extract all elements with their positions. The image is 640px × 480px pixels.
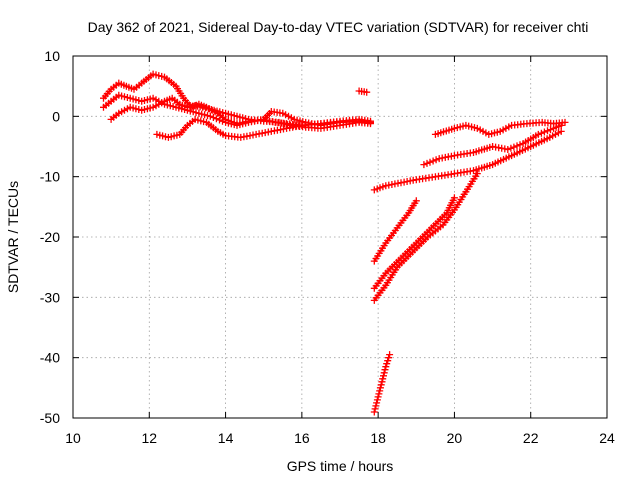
data-point-marker: [386, 351, 394, 359]
data-point-marker: [380, 372, 387, 380]
data-point-marker: [382, 363, 390, 371]
data-point-marker: [516, 141, 524, 149]
series-layer: [100, 70, 569, 416]
data-point-marker: [376, 387, 384, 395]
data-point-marker: [384, 357, 392, 365]
data-point-marker: [510, 143, 518, 151]
y-tick-label: -10: [40, 169, 60, 185]
data-point-marker: [507, 144, 515, 152]
data-point-marker: [429, 157, 437, 165]
data-point-marker: [371, 405, 379, 413]
series-track-h: [431, 118, 569, 138]
data-point-marker: [412, 197, 420, 205]
data-point-marker: [355, 117, 363, 125]
data-point-marker: [544, 127, 551, 135]
data-point-marker: [216, 116, 223, 124]
data-point-marker: [206, 112, 214, 120]
data-point-marker: [381, 366, 389, 374]
grid-layer: [73, 56, 607, 418]
series-track-i: [370, 197, 420, 265]
data-point-marker: [513, 142, 521, 150]
data-point-marker: [420, 161, 428, 169]
chart-title: Day 362 of 2021, Sidereal Day-to-day VTE…: [88, 19, 589, 35]
series-track-l: [370, 351, 394, 416]
y-tick-label: -40: [40, 350, 60, 366]
data-point-marker: [504, 146, 512, 153]
series-track-e: [355, 87, 371, 96]
data-point-marker: [450, 194, 458, 202]
data-point-marker: [212, 115, 220, 123]
data-point-marker: [377, 381, 385, 389]
y-tick-label: 0: [52, 108, 60, 124]
data-point-marker: [423, 159, 431, 167]
data-point-marker: [373, 399, 381, 407]
data-point-marker: [537, 129, 545, 137]
data-point-marker: [373, 396, 381, 404]
y-tick-label: -30: [40, 289, 60, 305]
y-tick-label: -50: [40, 410, 60, 426]
x-tick-label: 20: [447, 430, 463, 446]
data-point-marker: [379, 375, 387, 383]
x-tick-label: 22: [523, 430, 539, 446]
data-point-marker: [540, 128, 548, 136]
data-point-marker: [383, 360, 391, 368]
data-point-marker: [363, 88, 371, 96]
x-tick-label: 18: [370, 430, 386, 446]
data-point-marker: [473, 170, 481, 178]
data-point-marker: [561, 118, 569, 126]
series-track-g: [420, 121, 565, 169]
data-point-marker: [380, 369, 388, 377]
data-point-marker: [378, 378, 386, 386]
data-point-marker: [370, 408, 378, 416]
data-point-marker: [426, 158, 434, 166]
data-point-marker: [432, 156, 440, 164]
data-point-marker: [219, 117, 226, 125]
x-tick-label: 24: [599, 430, 615, 446]
x-axis-label: GPS time / hours: [287, 458, 394, 474]
data-point-marker: [557, 127, 565, 135]
x-tick-label: 14: [218, 430, 234, 446]
x-tick-label: 12: [141, 430, 157, 446]
data-point-marker: [376, 384, 384, 392]
x-tick-label: 16: [294, 430, 310, 446]
y-tick-label: -20: [40, 229, 60, 245]
data-point-marker: [372, 402, 380, 410]
y-tick-label: 10: [44, 48, 60, 64]
y-axis-label: SDTVAR / TECUs: [5, 181, 21, 293]
series-track-k: [370, 170, 481, 304]
data-point-marker: [534, 130, 542, 138]
data-point-marker: [209, 114, 217, 121]
x-tick-label: 10: [65, 430, 81, 446]
data-point-marker: [385, 354, 393, 362]
data-point-marker: [375, 390, 383, 398]
series-track-d: [153, 115, 363, 141]
tick-layer: 10 12 14 16 18 20 22 24 10 0 -10 -20 -30 -40 -50: [40, 48, 615, 446]
data-point-marker: [374, 393, 382, 401]
data-point-marker: [547, 126, 554, 134]
series-track-f: [370, 127, 565, 194]
data-point-marker: [367, 120, 374, 128]
